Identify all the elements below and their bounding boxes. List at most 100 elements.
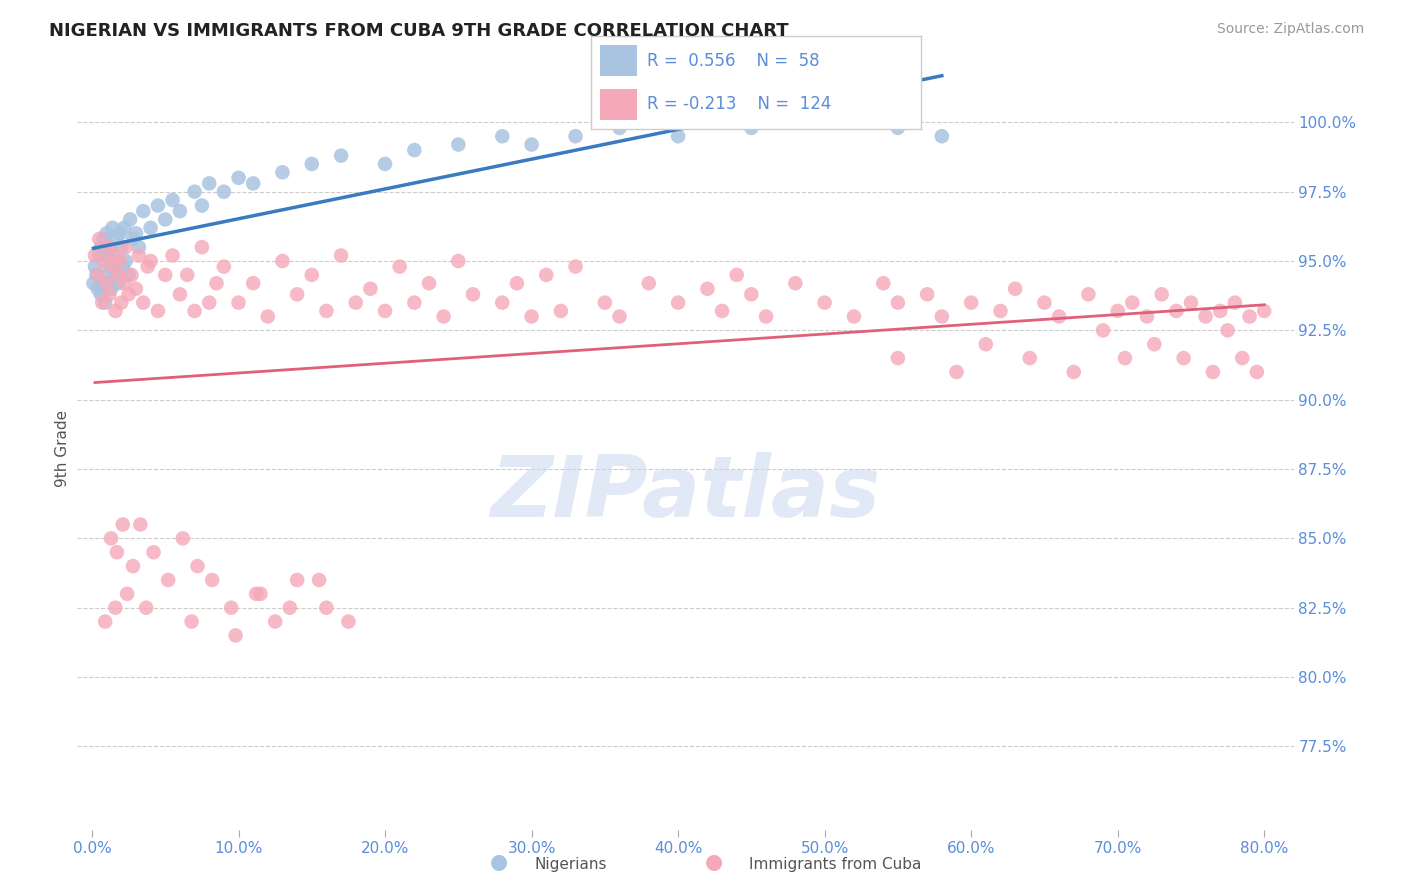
Point bbox=[146, 198, 169, 212]
Point bbox=[157, 573, 180, 587]
Point bbox=[308, 573, 330, 587]
Point bbox=[228, 295, 250, 310]
Text: NIGERIAN VS IMMIGRANTS FROM CUBA 9TH GRADE CORRELATION CHART: NIGERIAN VS IMMIGRANTS FROM CUBA 9TH GRA… bbox=[49, 22, 789, 40]
Point bbox=[990, 304, 1012, 318]
Point bbox=[374, 157, 396, 171]
Point bbox=[104, 268, 127, 282]
Point bbox=[1246, 365, 1268, 379]
Point bbox=[90, 287, 112, 301]
Point bbox=[242, 177, 264, 191]
Point bbox=[93, 254, 115, 268]
Point bbox=[128, 240, 150, 254]
Point bbox=[105, 232, 128, 246]
Point bbox=[271, 254, 294, 268]
Point bbox=[205, 277, 228, 291]
Point bbox=[1107, 304, 1129, 318]
Point bbox=[155, 268, 177, 282]
Point bbox=[1223, 295, 1246, 310]
Point bbox=[593, 295, 616, 310]
Point bbox=[111, 260, 134, 274]
Point bbox=[285, 573, 308, 587]
Point bbox=[97, 240, 120, 254]
Point bbox=[212, 185, 235, 199]
Point bbox=[228, 170, 250, 185]
Point bbox=[87, 282, 110, 296]
Point bbox=[101, 260, 124, 274]
Point bbox=[245, 587, 267, 601]
Point bbox=[139, 254, 162, 268]
Point bbox=[87, 268, 110, 282]
Point bbox=[550, 304, 572, 318]
Point bbox=[301, 268, 323, 282]
Point bbox=[98, 287, 121, 301]
Point bbox=[212, 260, 235, 274]
Point bbox=[100, 282, 122, 296]
Point bbox=[887, 295, 910, 310]
Point bbox=[100, 240, 122, 254]
Point bbox=[520, 137, 543, 152]
Point bbox=[1239, 310, 1261, 324]
Point bbox=[191, 198, 214, 212]
Point bbox=[418, 277, 440, 291]
Text: Source: ZipAtlas.com: Source: ZipAtlas.com bbox=[1216, 22, 1364, 37]
Point bbox=[872, 277, 894, 291]
Point bbox=[755, 310, 778, 324]
Point bbox=[301, 157, 323, 171]
Point bbox=[125, 282, 148, 296]
Point bbox=[1194, 310, 1216, 324]
Point bbox=[132, 204, 155, 219]
Point bbox=[1047, 310, 1070, 324]
Point bbox=[842, 310, 865, 324]
Point bbox=[225, 628, 247, 642]
Point bbox=[447, 137, 470, 152]
Point bbox=[315, 600, 337, 615]
Point bbox=[404, 295, 426, 310]
Point bbox=[110, 240, 132, 254]
Point bbox=[931, 310, 953, 324]
Point bbox=[666, 129, 689, 144]
Point bbox=[359, 282, 381, 296]
Point bbox=[285, 287, 308, 301]
Point bbox=[84, 248, 107, 262]
Point bbox=[97, 248, 120, 262]
Point bbox=[1018, 351, 1040, 365]
Point bbox=[278, 600, 301, 615]
Point bbox=[136, 260, 159, 274]
Point bbox=[1216, 323, 1239, 337]
Point bbox=[115, 587, 138, 601]
Point bbox=[110, 295, 132, 310]
Point bbox=[491, 295, 513, 310]
Point bbox=[125, 227, 148, 241]
Point bbox=[1136, 310, 1159, 324]
Point bbox=[139, 220, 162, 235]
Point bbox=[1202, 365, 1225, 379]
Point bbox=[1209, 304, 1232, 318]
Point bbox=[121, 268, 143, 282]
Point bbox=[120, 212, 142, 227]
Point bbox=[107, 277, 129, 291]
Point bbox=[814, 295, 837, 310]
Point bbox=[915, 287, 938, 301]
Text: R = -0.213    N =  124: R = -0.213 N = 124 bbox=[647, 95, 831, 113]
Point bbox=[725, 268, 748, 282]
Point bbox=[183, 304, 205, 318]
Point bbox=[344, 295, 367, 310]
Point bbox=[461, 287, 484, 301]
Text: R =  0.556    N =  58: R = 0.556 N = 58 bbox=[647, 52, 820, 70]
Point bbox=[162, 193, 184, 207]
Point bbox=[105, 545, 128, 559]
Point bbox=[117, 268, 139, 282]
Point bbox=[107, 268, 129, 282]
Point bbox=[155, 212, 177, 227]
Point bbox=[91, 295, 114, 310]
Point bbox=[330, 148, 353, 162]
Point bbox=[564, 260, 586, 274]
Point bbox=[785, 277, 807, 291]
Point bbox=[122, 232, 145, 246]
Point bbox=[337, 615, 360, 629]
Text: ●: ● bbox=[706, 853, 723, 872]
Point bbox=[374, 304, 396, 318]
Point bbox=[1173, 351, 1195, 365]
Text: ●: ● bbox=[491, 853, 508, 872]
Point bbox=[169, 287, 191, 301]
